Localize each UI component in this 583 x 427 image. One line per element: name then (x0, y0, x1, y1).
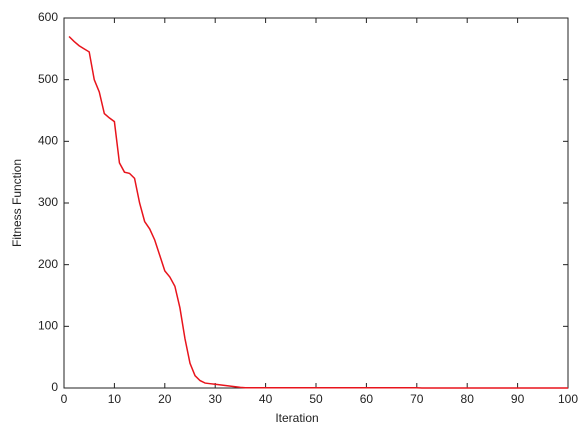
y-tick-label: 200 (38, 257, 58, 271)
x-tick-label: 10 (108, 392, 122, 406)
series-line (68, 35, 568, 389)
x-tick-label: 20 (158, 392, 172, 406)
x-tick-label: 60 (360, 392, 374, 406)
y-axis-label: Fitness Function (10, 159, 24, 247)
x-tick-label: 100 (558, 392, 578, 406)
y-tick-label: 600 (38, 10, 58, 24)
x-tick-label: 50 (309, 392, 323, 406)
x-tick-label: 70 (410, 392, 424, 406)
y-tick-label: 300 (38, 195, 58, 209)
y-tick-label: 500 (38, 72, 58, 86)
plot-frame (63, 17, 569, 389)
x-tick-label: 30 (209, 392, 223, 406)
y-tick-label: 100 (38, 319, 58, 333)
x-axis-label: Iteration (275, 411, 318, 425)
y-tick-label: 400 (38, 134, 58, 148)
x-tick-label: 80 (461, 392, 475, 406)
x-tick-label: 0 (61, 392, 68, 406)
x-tick-label: 40 (259, 392, 273, 406)
y-tick-label: 0 (51, 380, 58, 394)
x-tick-label: 90 (511, 392, 525, 406)
